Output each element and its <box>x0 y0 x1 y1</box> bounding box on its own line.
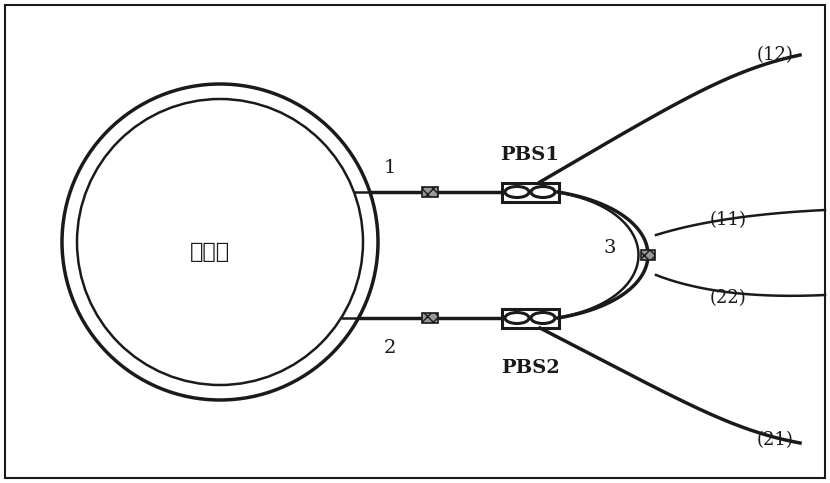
Text: 2: 2 <box>383 339 396 357</box>
Text: 光纤环: 光纤环 <box>190 242 230 262</box>
Text: PBS2: PBS2 <box>500 359 559 377</box>
Text: (11): (11) <box>710 211 746 229</box>
Text: 3: 3 <box>603 239 616 257</box>
Text: (21): (21) <box>757 431 793 449</box>
Text: (12): (12) <box>757 46 793 64</box>
Bar <box>641 250 655 260</box>
Bar <box>502 309 559 328</box>
Text: PBS1: PBS1 <box>500 146 559 164</box>
Text: 1: 1 <box>383 159 396 177</box>
Text: (22): (22) <box>710 289 746 307</box>
Bar <box>422 313 438 323</box>
Bar <box>422 187 438 197</box>
Bar <box>502 183 559 202</box>
